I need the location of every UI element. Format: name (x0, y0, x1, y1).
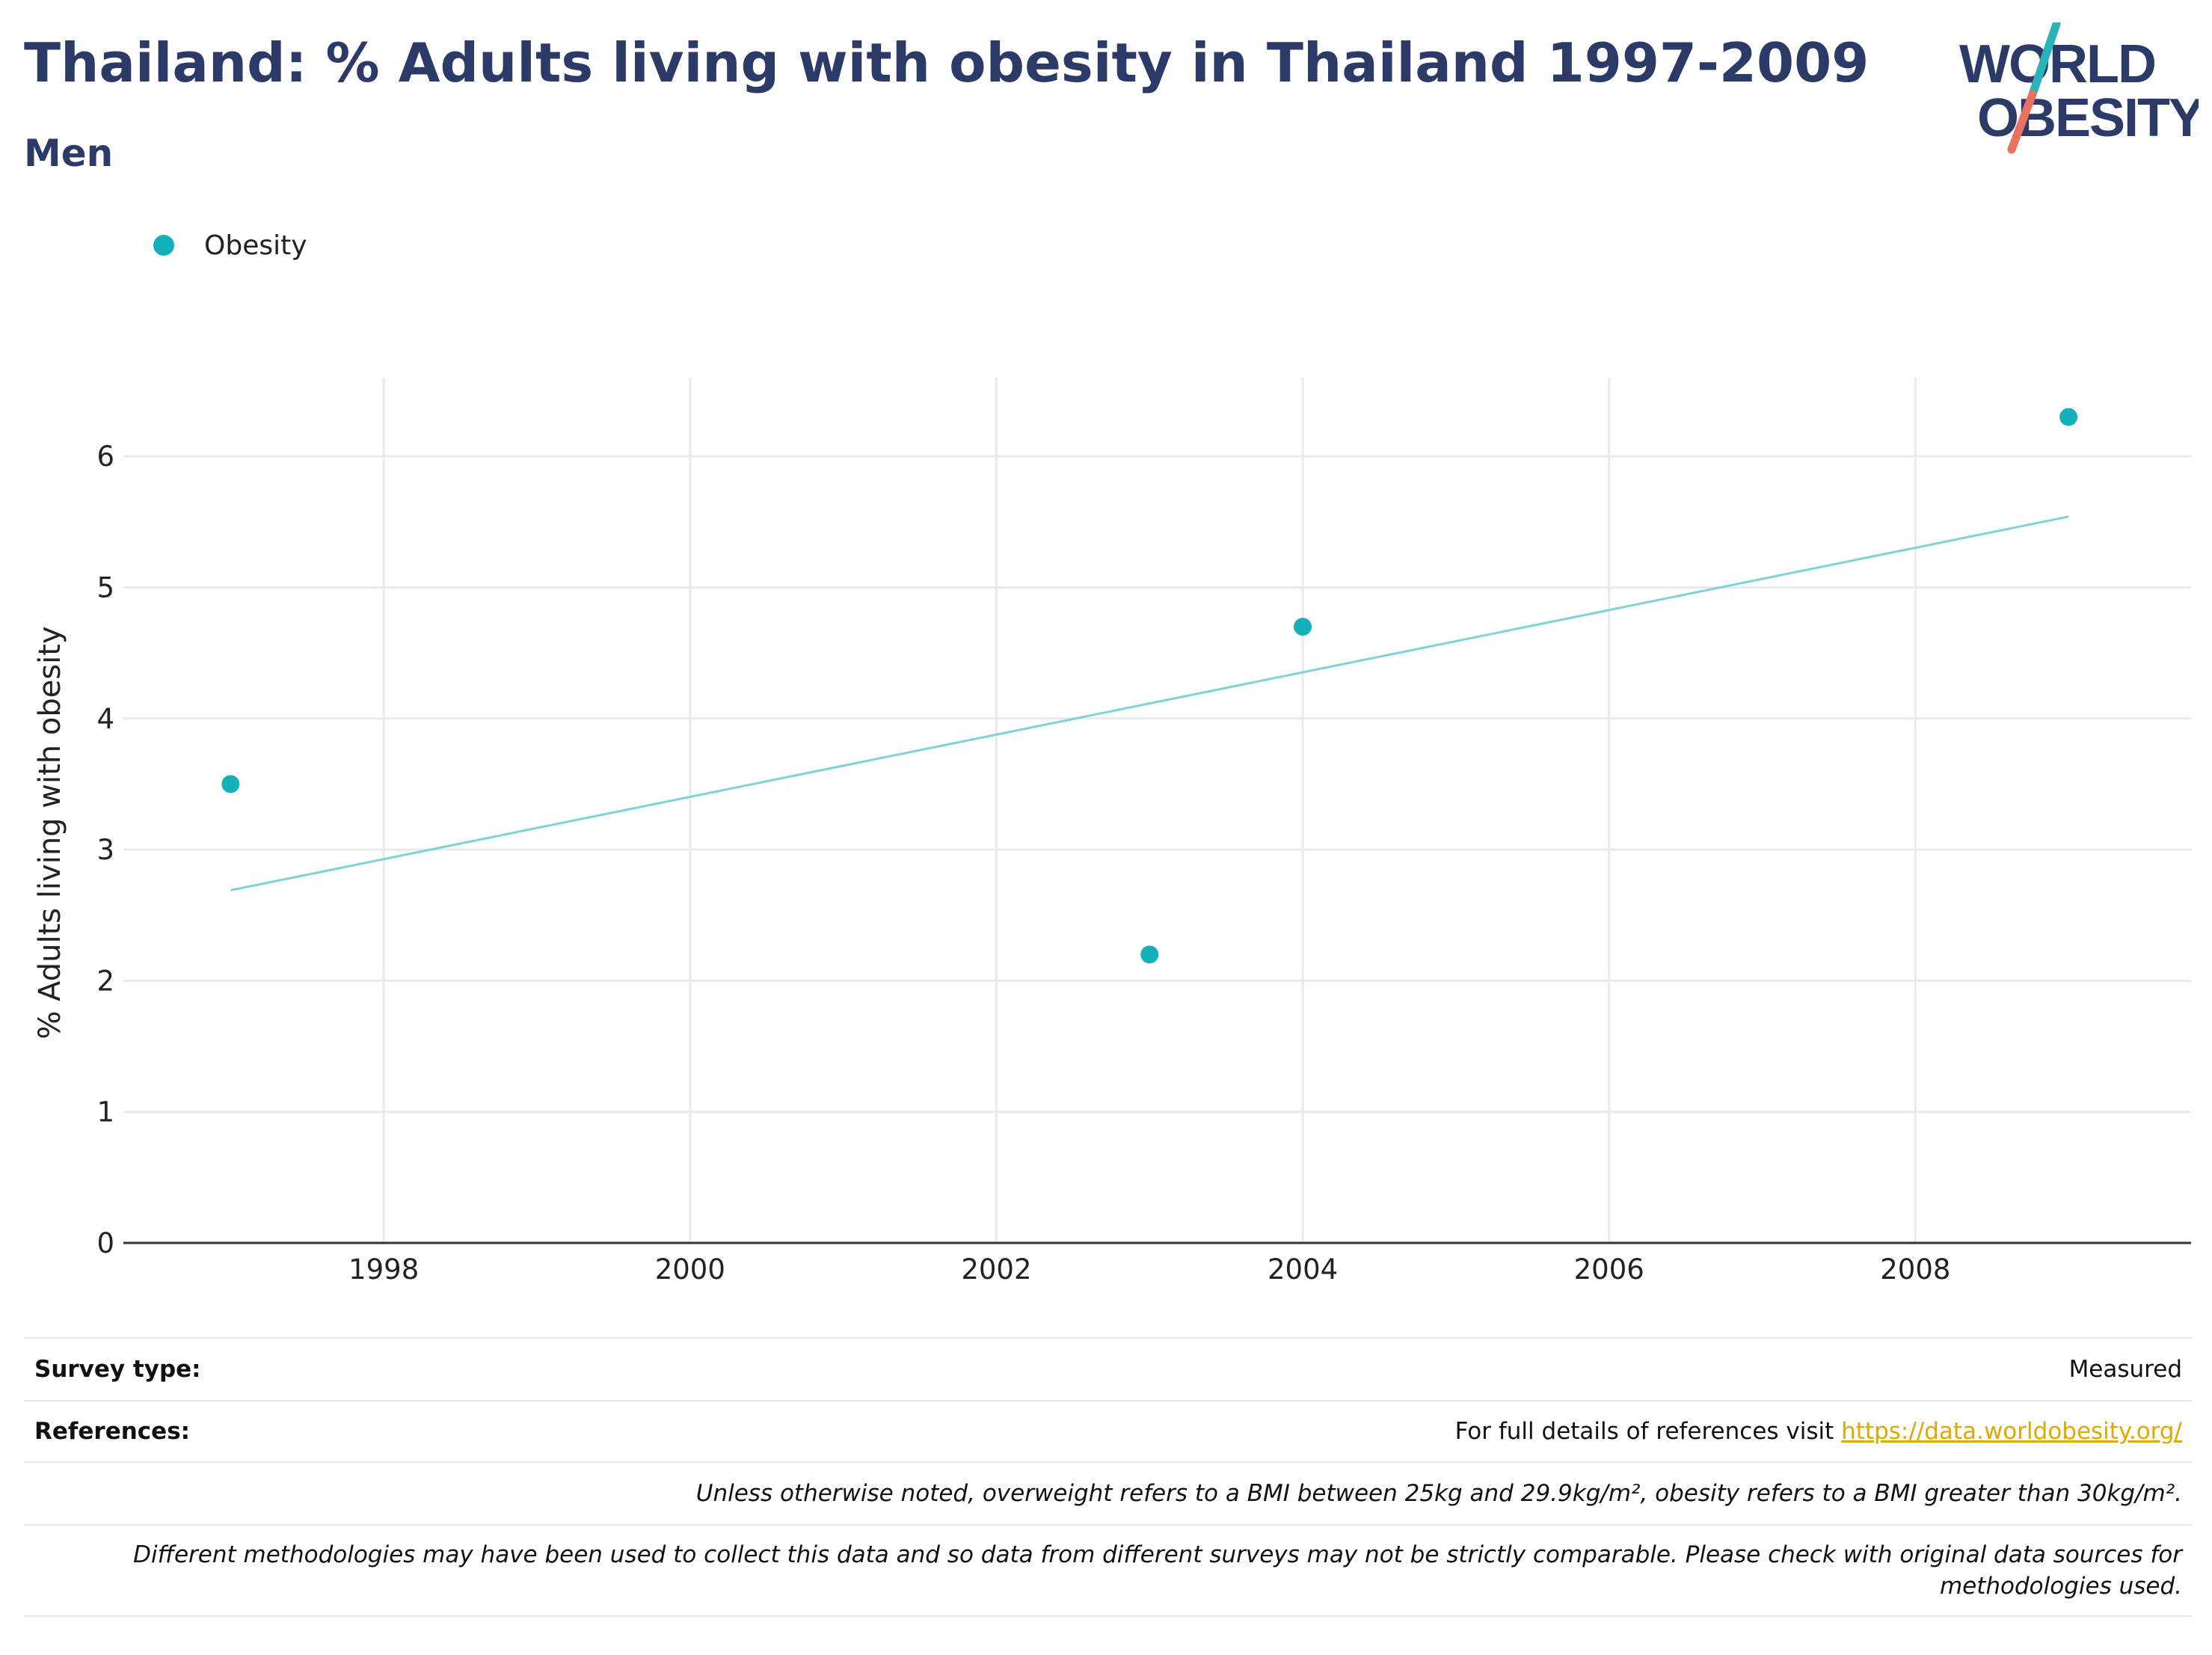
y-tick-label-4: 4 (96, 703, 114, 735)
bmi-note: Unless otherwise noted, overweight refer… (695, 1480, 2182, 1507)
y-tick-label-0: 0 (96, 1227, 114, 1259)
chart-legend[interactable]: Obesity (153, 223, 307, 268)
trend-line (230, 515, 2069, 891)
y-tick-label-6: 6 (96, 440, 114, 473)
scatter-chart: 0 1 2 3 4 5 6 1998 2000 2002 2004 2006 2008 % Adults … (33, 378, 2191, 1286)
legend-label-obesity: Obesity (204, 230, 307, 261)
y-tick-label-2: 2 (96, 965, 114, 997)
page-subtitle: Men (24, 132, 114, 175)
logo-text-obesity: OBESITY (1977, 88, 2199, 148)
references-text: For full details of references visit (1454, 1418, 1842, 1445)
x-tick-label-2002: 2002 (961, 1253, 1031, 1286)
chart-footer: Survey type: Measured References: For fu… (24, 1337, 2193, 1617)
data-point-2004 (1294, 618, 1312, 636)
methods-note-line2: methodologies used. (1939, 1573, 2182, 1600)
methods-note: Different methodologies may have been us… (34, 1539, 2182, 1602)
legend-marker (153, 235, 174, 256)
data-point-1997 (221, 775, 240, 793)
footer-row-methods-note: Different methodologies may have been us… (24, 1524, 2193, 1617)
references-value: For full details of references visit htt… (1455, 1418, 2182, 1445)
footer-row-references: References: For full details of referenc… (24, 1400, 2193, 1461)
methods-note-line1: Different methodologies may have been us… (133, 1541, 2182, 1568)
survey-type-label: Survey type: (34, 1356, 201, 1383)
y-tick-label-3: 3 (96, 834, 114, 866)
logo-text-world: WORLD (1959, 34, 2155, 94)
y-tick-label-1: 1 (96, 1096, 114, 1129)
data-point-2003 (1140, 945, 1159, 964)
references-label: References: (34, 1418, 191, 1445)
footer-row-bmi-note: Unless otherwise noted, overweight refer… (24, 1461, 2193, 1524)
data-point-2009 (2059, 408, 2078, 426)
y-axis-label: % Adults living with obesity (33, 626, 67, 1039)
survey-type-value: Measured (2068, 1356, 2182, 1383)
x-tick-label-1998: 1998 (348, 1253, 419, 1286)
x-tick-label-2006: 2006 (1574, 1253, 1644, 1286)
x-tick-label-2004: 2004 (1268, 1253, 1338, 1286)
page-title: Thailand: % Adults living with obesity i… (24, 31, 1870, 94)
footer-row-survey: Survey type: Measured (24, 1337, 2193, 1400)
logo-slash-top (2028, 22, 2061, 99)
x-tick-label-2008: 2008 (1880, 1253, 1950, 1286)
x-tick-label-2000: 2000 (655, 1253, 725, 1286)
world-obesity-logo: WORLD OBESITY (1959, 22, 2199, 154)
logo-slash-bottom (2007, 90, 2037, 154)
references-link[interactable]: https://data.worldobesity.org/ (1841, 1418, 2182, 1445)
y-tick-label-5: 5 (96, 571, 114, 604)
